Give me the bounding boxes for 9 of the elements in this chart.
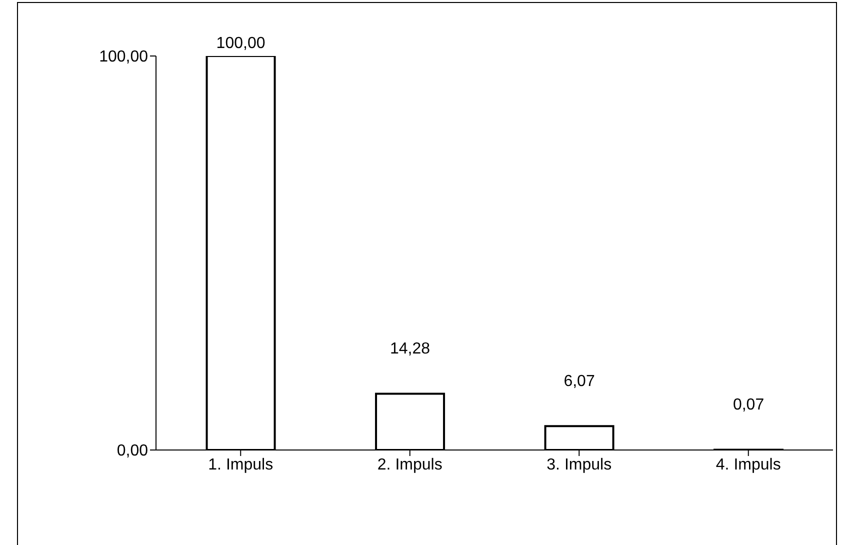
data-label: 14,28 bbox=[390, 340, 430, 358]
y-tick-label: 0,00 bbox=[116, 442, 148, 460]
data-label: 0,07 bbox=[732, 396, 764, 414]
x-tick-label: 3. Impuls bbox=[546, 456, 612, 474]
x-tick-label: 1. Impuls bbox=[208, 456, 274, 474]
x-tick-label: 4. Impuls bbox=[716, 456, 781, 474]
x-tick-label: 2. Impuls bbox=[377, 456, 442, 474]
data-label: 100,00 bbox=[216, 35, 266, 52]
data-label: 6,07 bbox=[564, 373, 595, 390]
